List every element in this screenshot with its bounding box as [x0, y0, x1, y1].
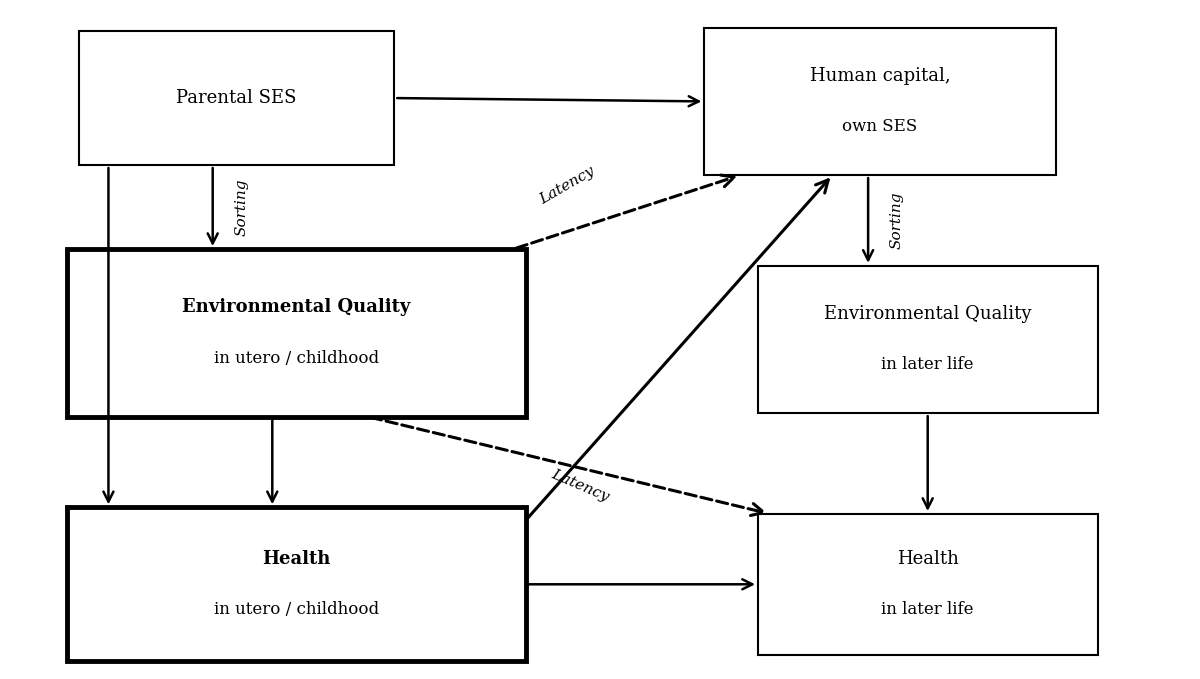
Text: in utero / childhood: in utero / childhood: [214, 350, 379, 367]
Text: Sorting: Sorting: [234, 179, 248, 236]
Text: in later life: in later life: [882, 356, 974, 373]
FancyBboxPatch shape: [79, 31, 395, 165]
FancyBboxPatch shape: [67, 249, 526, 417]
Text: Health: Health: [262, 550, 330, 568]
FancyBboxPatch shape: [758, 265, 1098, 414]
Text: Latency: Latency: [550, 467, 612, 504]
FancyBboxPatch shape: [67, 507, 526, 661]
Text: Parental SES: Parental SES: [176, 89, 296, 107]
Text: in later life: in later life: [882, 602, 974, 619]
FancyBboxPatch shape: [704, 28, 1056, 175]
Text: Health: Health: [896, 550, 959, 568]
Text: in utero / childhood: in utero / childhood: [214, 602, 379, 619]
Text: own SES: own SES: [842, 118, 918, 135]
Text: Environmental Quality: Environmental Quality: [182, 298, 410, 316]
Text: Environmental Quality: Environmental Quality: [824, 305, 1032, 323]
Text: Human capital,: Human capital,: [810, 67, 950, 85]
Text: Latency: Latency: [538, 164, 598, 206]
Text: Sorting: Sorting: [889, 191, 904, 249]
FancyBboxPatch shape: [758, 514, 1098, 655]
